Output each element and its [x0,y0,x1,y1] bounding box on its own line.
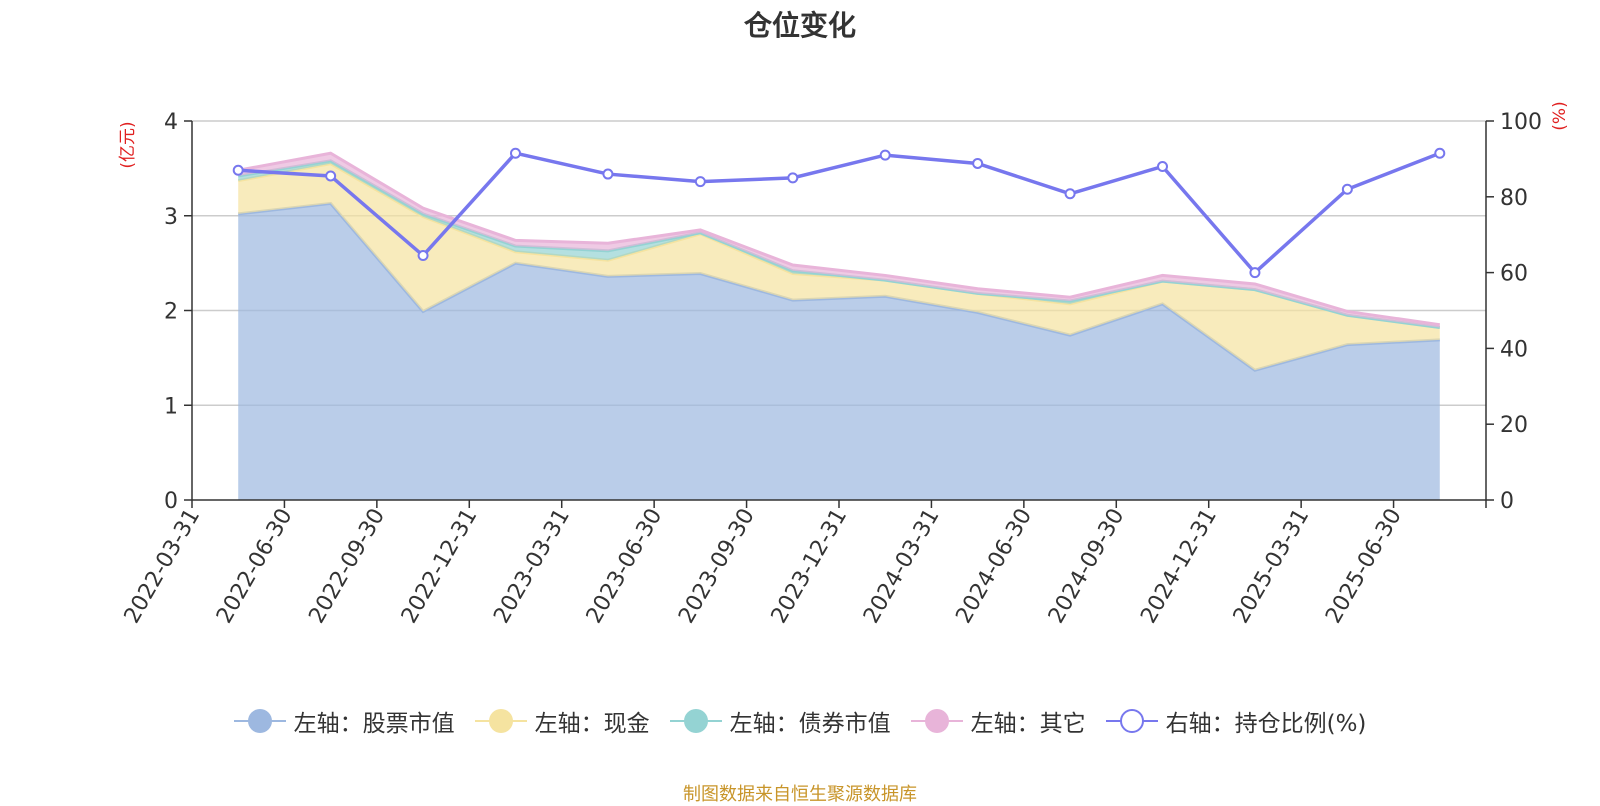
right-tick-label: 0 [1500,489,1514,514]
x-tick-label: 2024-03-31 [859,505,945,628]
legend-label: 左轴：股票市值 [293,711,455,737]
x-tick-label: 2022-03-31 [120,505,206,628]
left-axis-label: (亿元) [118,121,138,168]
x-tick-label: 2023-03-31 [489,505,575,628]
legend-dot [683,709,708,733]
legend-item[interactable]: 左轴：债券市值 [669,704,891,738]
position-ratio-line [238,151,1441,276]
legend-dot [1119,709,1144,733]
position-ratio-point [1341,183,1353,195]
legend-symbol [1105,706,1158,736]
legend-label: 右轴：持仓比例(%) [1165,711,1367,737]
position-ratio-point [694,176,706,188]
legend-dot [247,709,272,733]
x-tick-label: 2024-12-31 [1136,505,1222,628]
legend-symbol [474,706,527,736]
x-tick-label: 2025-03-31 [1229,505,1315,628]
x-tick-label: 2024-06-30 [951,505,1037,628]
legend-symbol [910,706,963,736]
legend-item[interactable]: 左轴：现金 [474,704,650,738]
area-series-4 [238,153,1440,328]
position-ratio-point [1434,147,1446,159]
x-tick-label: 2023-12-31 [767,505,853,628]
right-tick-label: 60 [1500,262,1528,287]
legend-dot [488,709,513,733]
x-tick-label: 2024-09-30 [1044,505,1130,628]
position-ratio-point [879,149,891,161]
right-axis-label: (%) [1550,101,1570,130]
position-ratio-point [417,250,429,262]
legend-dot [924,709,949,733]
area-edge-series-4 [237,151,1441,327]
legend-label: 左轴：债券市值 [729,711,891,737]
line-layer [232,147,1446,279]
chart-title: 仓位变化 [743,9,856,42]
right-tick-label: 40 [1500,337,1528,362]
position-ratio-point [787,172,799,184]
left-tick-label: 1 [164,394,178,419]
legend: 左轴：股票市值 左轴：现金 左轴：债券市值 左轴：其它 右轴：持仓比例(%) [0,704,1600,738]
legend-symbol [233,706,286,736]
position-ratio-point [1157,160,1168,172]
legend-item[interactable]: 右轴：持仓比例(%) [1105,704,1367,738]
left-tick-label: 2 [164,300,178,325]
legend-label: 左轴：现金 [534,711,650,737]
position-ratio-point [232,164,244,176]
position-ratio-point [325,170,337,182]
right-tick-label: 80 [1500,186,1528,211]
position-ratio-point [1249,267,1261,279]
area-layer [237,151,1441,500]
x-tick-label: 2022-12-31 [397,505,483,628]
x-tick-label: 2025-06-30 [1321,505,1407,628]
position-ratio-point [602,168,614,180]
area-series-1 [238,203,1440,500]
legend-label: 左轴：其它 [970,711,1086,737]
left-tick-label: 3 [164,205,178,230]
left-tick-label: 4 [164,110,178,135]
x-tick-label: 2022-06-30 [212,505,298,628]
x-tick-label: 2023-06-30 [582,505,668,628]
position-ratio-point [510,147,521,159]
x-tick-label: 2023-09-30 [674,505,760,628]
x-tick-label: 2022-09-30 [304,505,390,628]
legend-symbol [669,706,722,736]
left-tick-label: 0 [164,489,178,514]
source-note: 制图数据来自恒生聚源数据库 [683,784,917,805]
area-series-2 [238,163,1440,371]
right-tick-label: 100 [1500,110,1542,135]
legend-item[interactable]: 左轴：其它 [910,704,1086,738]
legend-item[interactable]: 左轴：股票市值 [233,704,455,738]
position-ratio-point [972,157,984,169]
right-tick-label: 20 [1500,413,1528,438]
position-ratio-point [1064,188,1076,200]
